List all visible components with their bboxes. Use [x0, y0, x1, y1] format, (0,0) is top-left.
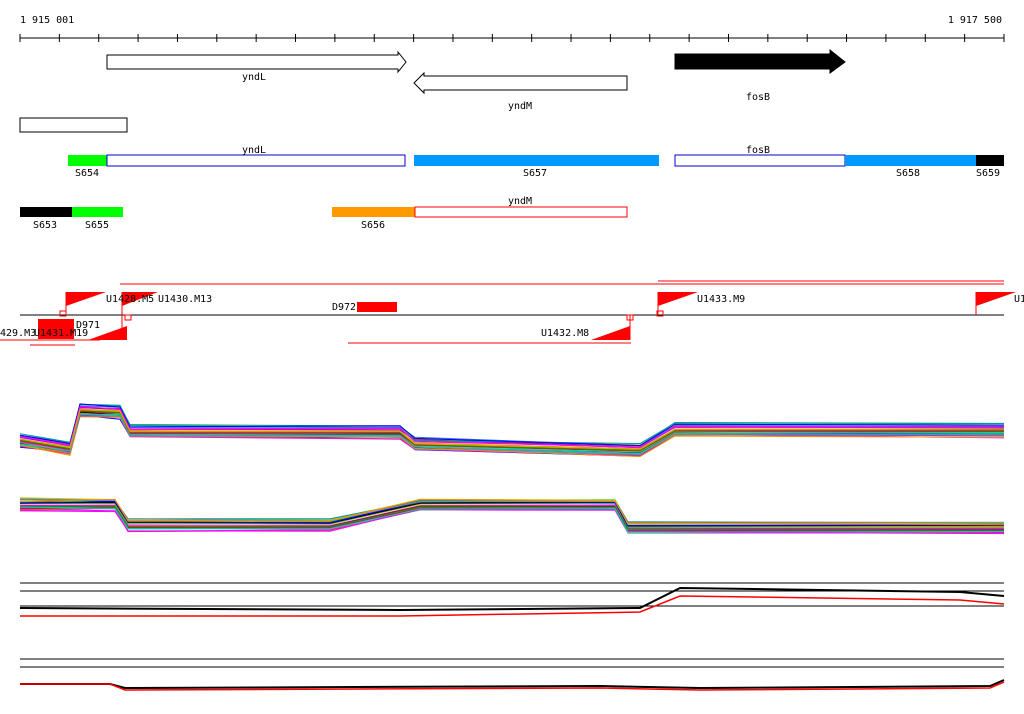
feature-label: U1431.M19 [34, 328, 88, 339]
gene-arrow-fosB[interactable] [674, 48, 846, 74]
feature-flag[interactable] [976, 292, 1016, 306]
expression-line [19, 500, 1005, 527]
feature-flag[interactable] [88, 326, 127, 340]
segment-label-S655: S655 [85, 220, 109, 231]
segment-label-S657: S657 [523, 168, 547, 179]
feature-block-D972[interactable] [357, 302, 397, 312]
ruler: 1 915 001 1 917 500 [19, 15, 1005, 42]
segment-track: yndL S654 S657 fosB S658 S659 S653 S655 … [19, 117, 1004, 231]
expression-line [19, 506, 1005, 531]
ruler-end-label: 1 917 500 [948, 15, 1002, 26]
feature-label: U1 [1014, 294, 1024, 305]
segment-S653[interactable] [20, 207, 72, 217]
feature-label: 429.M3 [0, 328, 36, 339]
segment-S658[interactable] [845, 155, 976, 166]
expression-line [19, 406, 1005, 448]
expression-track-4 [20, 658, 1005, 691]
segment-label-S658: S658 [896, 168, 920, 179]
segment-S659[interactable] [976, 155, 1004, 166]
segment-S654[interactable] [68, 155, 107, 166]
expression-line [19, 403, 1005, 447]
feature-label: U1430.M13 [158, 294, 212, 305]
segment-gene-label-yndL: yndL [242, 145, 266, 156]
feature-label: D972 [332, 302, 356, 313]
segment-yndM-outline [414, 206, 628, 218]
segment-S656[interactable] [332, 207, 415, 217]
feature-label: U1433.M9 [697, 294, 745, 305]
segment-gene-label-yndM: yndM [508, 196, 532, 207]
expression-line [19, 408, 1005, 450]
segment-S657[interactable] [414, 155, 659, 166]
segment-label-S659: S659 [976, 168, 1000, 179]
gene-label-fosB: fosB [746, 92, 770, 103]
gene-track: yndL yndM fosB [106, 48, 846, 112]
segment-S655[interactable] [72, 207, 123, 217]
segment-outline [19, 117, 128, 133]
segment-gene-label-fosB: fosB [746, 145, 770, 156]
expression-line [19, 413, 1005, 455]
segment-label-S653: S653 [33, 220, 57, 231]
feature-flag[interactable] [66, 292, 106, 306]
segment-fosB-outline [674, 154, 846, 167]
feature-flag[interactable] [591, 326, 630, 340]
segment-label-S656: S656 [361, 220, 385, 231]
expression-line [19, 498, 1005, 526]
feature-label: U1428.M5 [106, 294, 154, 305]
expression-line [19, 506, 1005, 533]
feature-flag[interactable] [122, 292, 158, 306]
gene-label-yndL: yndL [242, 72, 266, 83]
ruler-start-label: 1 915 001 [20, 15, 74, 26]
feature-flag[interactable] [658, 292, 698, 306]
feature-track [0, 280, 1004, 346]
gene-arrow-yndL[interactable] [106, 50, 407, 74]
segment-label-S654: S654 [75, 168, 99, 179]
expression-track-2 [19, 497, 1005, 535]
expression-track-1 [19, 403, 1005, 458]
expression-line [19, 416, 1005, 458]
feature-label: D971 [76, 320, 100, 331]
expression-track-3 [19, 582, 1005, 617]
feature-block-D971[interactable] [38, 319, 74, 339]
feature-label: U1432.M8 [541, 328, 589, 339]
gene-label-yndM: yndM [508, 101, 532, 112]
feature-labels: U1428.M5 U1430.M13 D972 D971 U1433.M9 U1… [0, 294, 1024, 339]
feature-markers [38, 292, 1016, 340]
gene-arrow-yndM[interactable] [413, 71, 628, 95]
segment-yndL-outline [106, 154, 406, 167]
